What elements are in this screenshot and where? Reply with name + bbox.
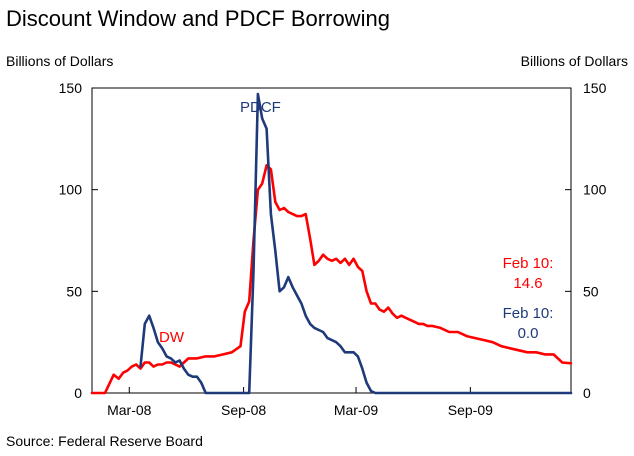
y-axis-ticks: 0 0 50 50 100 100 150 150 [59,80,607,401]
y-tick-label-right: 150 [583,80,607,96]
y-tick-label-right: 50 [583,283,599,299]
y-tick-label-left: 100 [59,182,83,198]
y-tick-label-left: 150 [59,80,83,96]
dw-series-line [90,164,573,395]
x-tick-label: Sep-09 [448,402,493,418]
x-tick-label: Mar-09 [334,402,379,418]
page-title: Discount Window and PDCF Borrowing [6,6,390,31]
pdcf-series-line [139,92,573,395]
pdcf-series-label: PDCF [240,99,281,116]
y-tick-label-left: 0 [74,385,82,401]
plot-frame [91,87,572,394]
x-tick-label: Sep-08 [221,402,266,418]
x-axis-ticks: Mar-08 Sep-08 Mar-09 Sep-09 [107,387,493,418]
y-left-axis-label: Billions of Dollars [6,53,113,69]
y-tick-label-left: 50 [66,283,82,299]
dw-latest-label: Feb 10: [503,255,554,272]
y-right-axis-label: Billions of Dollars [521,53,628,69]
pdcf-latest-value: 0.0 [518,325,539,342]
series-layer [90,92,573,395]
source-note: Source: Federal Reserve Board [6,433,203,449]
y-tick-label-right: 100 [583,182,607,198]
y-tick-label-right: 0 [583,385,591,401]
dw-latest-value: 14.6 [513,275,542,292]
pdcf-latest-label: Feb 10: [503,305,554,322]
dw-series-label: DW [159,329,185,346]
x-tick-label: Mar-08 [107,402,152,418]
